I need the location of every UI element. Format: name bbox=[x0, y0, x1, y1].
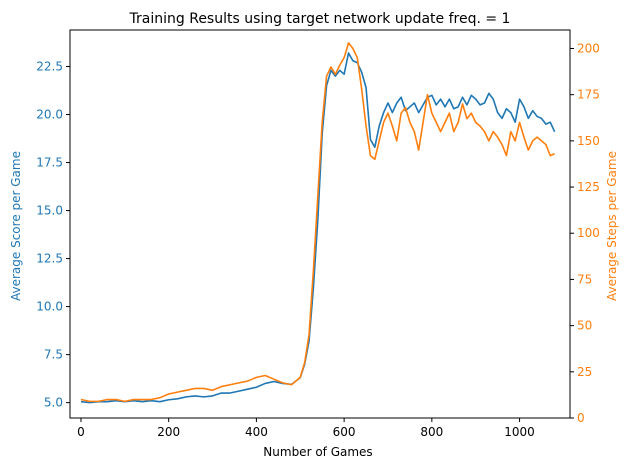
x-axis-label: Number of Games bbox=[263, 445, 372, 459]
y-left-tick-label: 20.0 bbox=[36, 108, 63, 122]
x-tick-label: 800 bbox=[420, 425, 443, 439]
steps-series-line bbox=[80, 42, 555, 403]
y-right-tick-label: 25 bbox=[577, 365, 592, 379]
plot-frame bbox=[69, 29, 571, 419]
y-right-tick-label: 175 bbox=[577, 88, 600, 102]
plot-lines bbox=[80, 42, 556, 404]
y-left-tick-label: 22.5 bbox=[36, 59, 63, 73]
y-right-tick-label: 50 bbox=[577, 319, 592, 333]
y-axis-left: 5.0 7.5 10.0 12.5 15.0 17.5 20.0 22.5 bbox=[36, 59, 70, 410]
x-tick-label: 1000 bbox=[504, 425, 535, 439]
x-tick-label: 400 bbox=[245, 425, 268, 439]
chart-title: Training Results using target network up… bbox=[129, 11, 511, 27]
x-tick-label: 200 bbox=[157, 425, 180, 439]
y-left-tick-label: 15.0 bbox=[36, 204, 63, 218]
y-right-tick-label: 125 bbox=[577, 180, 600, 194]
y-axis-left-label: Average Score per Game bbox=[9, 151, 23, 301]
y-axis-right-label: Average Steps per Game bbox=[605, 151, 619, 301]
y-left-tick-label: 5.0 bbox=[44, 396, 63, 410]
y-right-tick-label: 100 bbox=[577, 226, 600, 240]
y-right-tick-label: 0 bbox=[577, 411, 585, 425]
x-tick-label: 600 bbox=[333, 425, 356, 439]
y-left-tick-label: 7.5 bbox=[44, 348, 63, 362]
y-right-tick-label: 150 bbox=[577, 134, 600, 148]
y-axis-right: 0 25 50 75 100 125 150 175 200 bbox=[570, 41, 600, 425]
y-right-tick-label: 200 bbox=[577, 41, 600, 55]
y-left-tick-label: 10.0 bbox=[36, 300, 63, 314]
x-axis: 0 200 400 600 800 1000 bbox=[77, 418, 535, 439]
y-left-tick-label: 17.5 bbox=[36, 156, 63, 170]
y-left-tick-label: 12.5 bbox=[36, 252, 63, 266]
score-series-line bbox=[80, 52, 556, 404]
x-tick-label: 0 bbox=[77, 425, 85, 439]
y-right-tick-label: 75 bbox=[577, 272, 592, 286]
